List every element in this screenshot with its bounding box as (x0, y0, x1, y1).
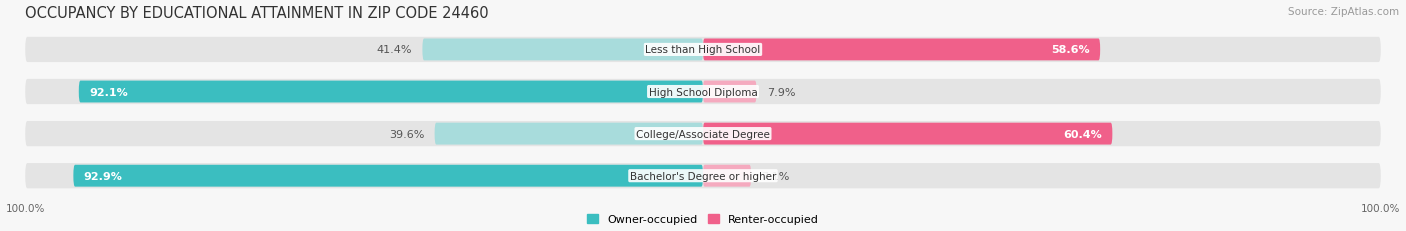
FancyBboxPatch shape (79, 81, 703, 103)
Text: OCCUPANCY BY EDUCATIONAL ATTAINMENT IN ZIP CODE 24460: OCCUPANCY BY EDUCATIONAL ATTAINMENT IN Z… (25, 6, 489, 21)
FancyBboxPatch shape (703, 39, 1099, 61)
Text: High School Diploma: High School Diploma (648, 87, 758, 97)
FancyBboxPatch shape (703, 123, 1112, 145)
Legend: Owner-occupied, Renter-occupied: Owner-occupied, Renter-occupied (586, 214, 820, 224)
FancyBboxPatch shape (25, 122, 1381, 147)
Text: Bachelor's Degree or higher: Bachelor's Degree or higher (630, 171, 776, 181)
Text: 7.1%: 7.1% (761, 171, 790, 181)
Text: 39.6%: 39.6% (389, 129, 425, 139)
Text: 41.4%: 41.4% (377, 45, 412, 55)
FancyBboxPatch shape (422, 39, 703, 61)
FancyBboxPatch shape (25, 38, 1381, 63)
FancyBboxPatch shape (25, 163, 1381, 188)
Text: Source: ZipAtlas.com: Source: ZipAtlas.com (1288, 7, 1399, 17)
FancyBboxPatch shape (434, 123, 703, 145)
Text: 58.6%: 58.6% (1052, 45, 1090, 55)
FancyBboxPatch shape (703, 165, 751, 187)
Text: 92.9%: 92.9% (83, 171, 122, 181)
Text: College/Associate Degree: College/Associate Degree (636, 129, 770, 139)
Text: 60.4%: 60.4% (1063, 129, 1102, 139)
Text: 92.1%: 92.1% (89, 87, 128, 97)
FancyBboxPatch shape (73, 165, 703, 187)
Text: 7.9%: 7.9% (766, 87, 796, 97)
FancyBboxPatch shape (25, 79, 1381, 105)
FancyBboxPatch shape (703, 81, 756, 103)
Text: Less than High School: Less than High School (645, 45, 761, 55)
